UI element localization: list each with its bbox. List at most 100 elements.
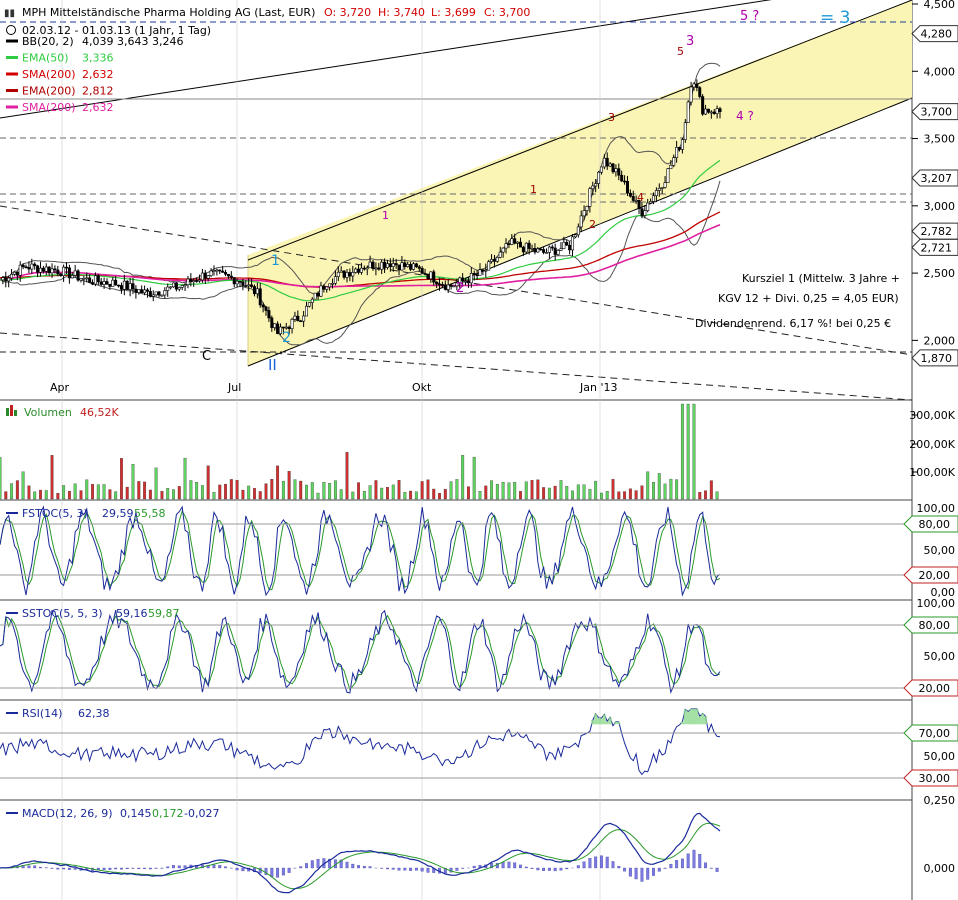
price-tag [911,25,958,43]
candle-body [458,277,462,284]
candle-body [18,264,22,276]
macd-histogram-bar [704,862,707,869]
wave-equals-3: = 3 [820,8,850,28]
candle-body [709,111,713,114]
volume-bar [426,479,430,500]
price-tag-label: 3,700 [921,106,953,119]
macd-histogram-bar [565,867,569,870]
candle-body [455,282,459,287]
legend-name-bb: BB(20, 2) [22,35,74,48]
macd-histogram-bar [576,865,580,869]
candle-body [608,163,612,167]
candle-body [487,261,491,271]
fstoc-label: FSTOC(5, 3) [22,507,88,520]
candle-body [163,290,167,296]
volume-bar [478,491,482,500]
volume-bar [218,484,222,500]
macd-histogram-bar [692,849,696,869]
volume-bar [420,481,424,500]
macd-histogram-bar [287,867,291,873]
volume-bar [241,489,245,500]
candle-body [631,196,635,201]
macd-histogram-bar [386,867,389,870]
volume-bar [305,484,308,500]
volume-bar [455,479,459,500]
candle-body [385,263,389,268]
wave-3-red: 3 [608,111,615,124]
candle-body [643,210,647,216]
candle-body [368,261,372,269]
candle-body [420,268,424,274]
candle-body [518,241,522,248]
candle-body [351,272,355,277]
macd-histogram-bar [519,864,522,869]
macd-histogram-bar [241,867,245,872]
rsi-overbought-fill [692,708,696,725]
macd-histogram-bar [536,867,540,871]
rsi-overbought-fill [617,722,621,725]
volume-bar [501,481,505,500]
macd-histogram-bar [39,866,42,869]
candle-body [148,291,152,297]
volume-bar [628,488,632,500]
candle-body [224,272,228,275]
candle-body [660,187,664,189]
volume-bar [195,482,199,500]
candle-body [62,266,66,277]
macd-histogram-bar [172,865,175,869]
candle-body [646,202,650,211]
volume-bar [212,492,216,500]
candle-body [478,269,482,276]
candle-body [114,279,118,286]
price-tick-label: 2,000 [924,334,956,347]
candle-body [203,272,207,279]
candle-body [516,241,520,244]
volume-bar [594,480,598,500]
candle-body [374,267,378,270]
macd-v3: -0,027 [184,807,219,820]
candle-body [400,262,404,271]
candle-body [73,270,77,276]
candle-body [183,284,187,287]
volume-bar [39,489,42,500]
candle-body [461,277,465,282]
volume-tick-label: 200,00K [909,438,955,451]
price-tick-label: 4,000 [924,65,956,78]
candle-body [267,310,271,319]
rsi-tag-30 [903,769,958,787]
sstoc-label: SSTOC(5, 5, 3) [22,607,103,620]
volume-bar [310,482,314,500]
candle-body [36,265,40,273]
macd-histogram-bar [715,867,719,872]
volume-bar [675,479,679,500]
candle-body [232,277,236,285]
clock-icon [6,25,16,35]
candle-body [30,263,34,270]
macd-histogram-bar [657,867,661,872]
candle-body [414,263,418,268]
candle-body [328,283,332,288]
x-label-apr: Apr [50,381,70,394]
candle-body [261,304,265,308]
candle-body [365,267,369,270]
candle-body [296,315,300,322]
candle-body [307,302,311,307]
candle-body [336,271,340,277]
chart-title: MPH Mittelständische Pharma Holding AG (… [22,6,315,19]
macd-histogram-bar [698,853,702,869]
chart-header: ▮▮ MPH Mittelständische Pharma Holding A… [4,6,530,37]
volume-bar [224,483,227,500]
candle-body [128,283,132,290]
candle-body [432,271,436,283]
candle-body [166,286,170,291]
volume-bar [484,485,488,500]
candle-body [1,277,5,281]
candle-body [695,83,699,88]
macd-histogram-bar [455,867,459,871]
candle-body [490,259,494,262]
volume-bar [345,452,349,500]
macd-histogram-bar [420,867,424,872]
candle-body [322,285,326,290]
volume-bar [634,490,638,500]
candle-body [117,284,121,287]
